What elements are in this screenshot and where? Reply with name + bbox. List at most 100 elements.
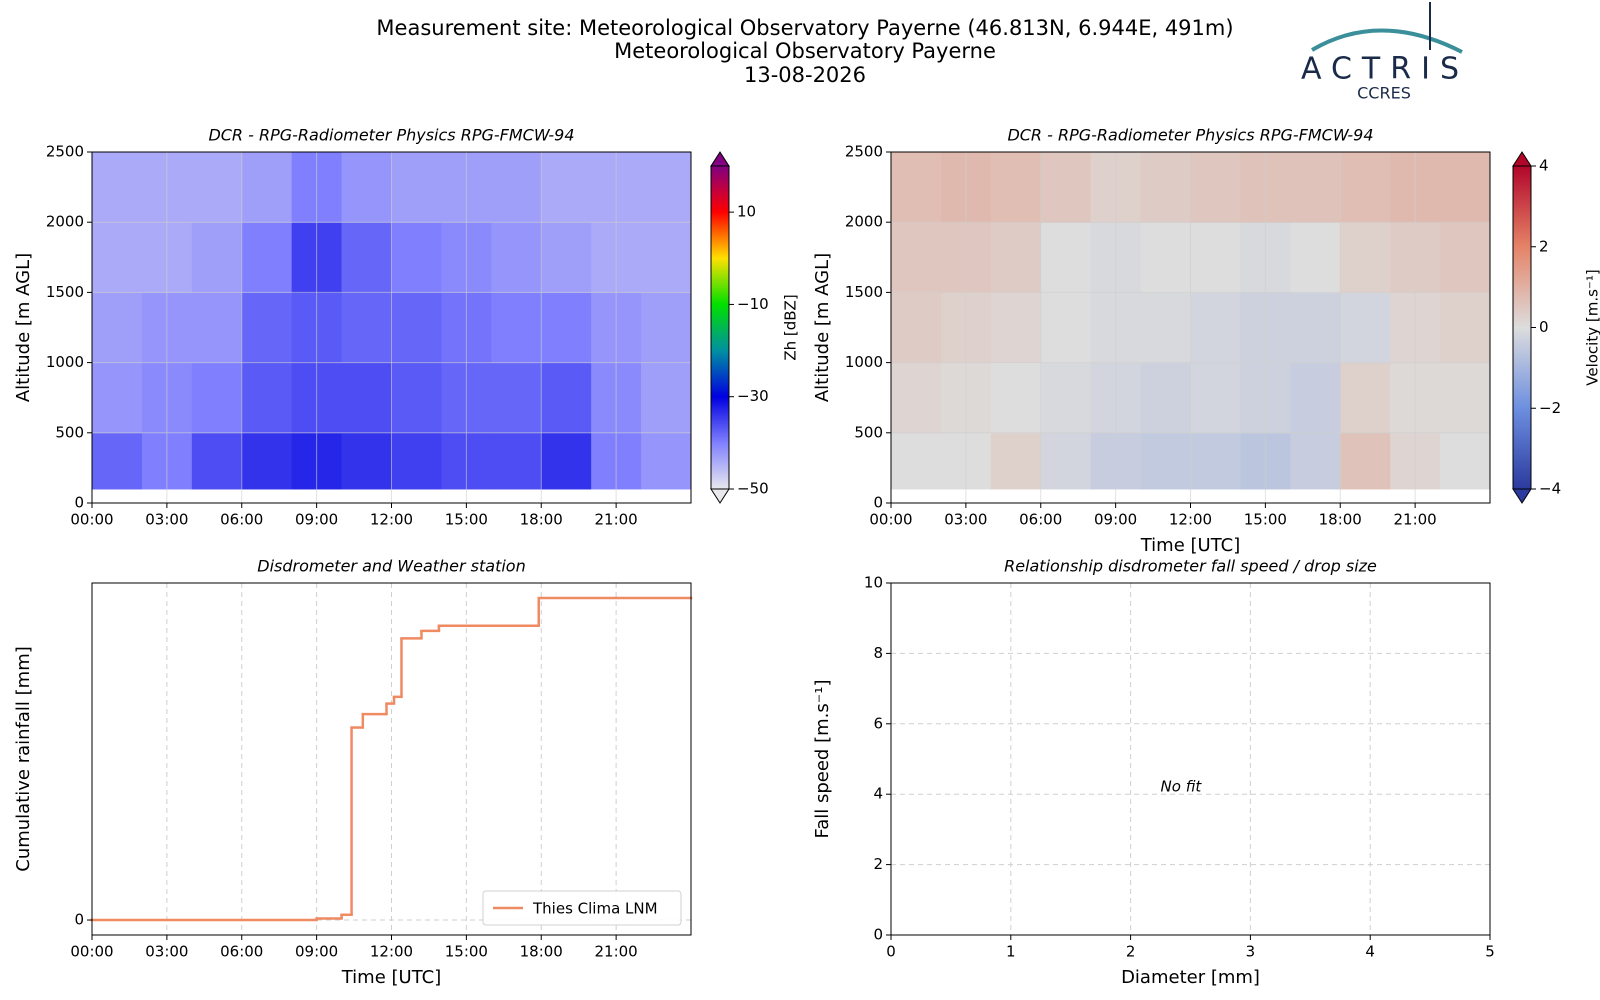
colorbar-tick-label: 2	[1539, 237, 1549, 255]
colorbar-tick-label: 4	[1539, 157, 1549, 175]
heatmap-cell	[491, 432, 542, 490]
heatmap-cell	[241, 152, 293, 223]
panel-title: Disdrometer and Weather station	[257, 557, 525, 576]
y-tick-label: 2500	[46, 143, 84, 161]
colorbar	[711, 166, 729, 489]
header-date: 13-08-2026	[744, 63, 866, 87]
heatmap-cell	[391, 362, 442, 434]
y-tick-label: 2500	[845, 143, 883, 161]
heatmap-cell	[891, 292, 942, 364]
heatmap-cell	[391, 292, 442, 364]
heatmap-cell	[990, 222, 1042, 293]
y-tick-label: 1000	[46, 353, 84, 371]
colorbar-tick-label: −2	[1539, 399, 1561, 417]
x-tick-label: 12:00	[370, 511, 413, 529]
heatmap-cell	[1040, 222, 1092, 293]
panel: 00:00 03:00 06:00 09:00 12:00 15:00 18:00 21:00…	[13, 126, 800, 529]
heatmap-cell	[191, 432, 243, 490]
heatmap-cell	[491, 152, 542, 223]
colorbar-extend	[710, 151, 730, 167]
heatmap-cell	[1290, 152, 1341, 223]
y-tick-label: 500	[854, 423, 883, 441]
heatmap-cell	[1440, 362, 1491, 434]
panel: Thies Clima LNM 00:00 03:00 06:00 09:00 12:00…	[13, 557, 693, 988]
heatmap-cell	[92, 292, 143, 364]
heatmap-cell	[1440, 292, 1491, 364]
heatmap-cell	[990, 292, 1042, 364]
heatmap-cell	[891, 432, 942, 490]
heatmap-cell	[891, 222, 942, 293]
x-tick-label: 18:00	[1319, 511, 1362, 529]
x-tick-label: 21:00	[595, 511, 638, 529]
heatmap-cell	[92, 222, 143, 293]
legend-box	[482, 890, 682, 926]
heatmap-cell	[1440, 152, 1491, 223]
y-tick-label: 6	[873, 714, 883, 732]
logo-name: ACTRIS	[1301, 52, 1469, 87]
y-tick-label: 500	[55, 423, 84, 441]
heatmap-cell	[1290, 432, 1341, 490]
heatmap-cell	[191, 222, 243, 293]
x-tick-label: 03:00	[145, 943, 188, 961]
heatmap-cell	[92, 152, 143, 223]
heatmap-cell	[1340, 292, 1391, 364]
x-tick-label: 09:00	[295, 511, 338, 529]
heatmap-cell	[1140, 432, 1191, 490]
heatmap-cell	[990, 152, 1042, 223]
y-tick-label: 0	[74, 911, 84, 929]
heatmap-cell	[641, 362, 692, 434]
heatmap-cell	[92, 362, 143, 434]
heatmap-cell	[1290, 362, 1341, 434]
heatmap-cell	[491, 222, 542, 293]
colorbar-label: Zh [dBZ]	[782, 294, 800, 360]
heatmap-cell	[241, 222, 293, 293]
colorbar-label: Velocity [m.s⁻¹]	[1584, 269, 1600, 385]
panel: 00:00 03:00 06:00 09:00 12:00 15:00 18:00 21:00…	[812, 126, 1600, 557]
panel-title: Relationship disdrometer fall speed / dr…	[1004, 557, 1377, 576]
heatmap-cell	[891, 152, 942, 223]
heatmap-cell	[1040, 432, 1092, 490]
heatmap-cell	[541, 292, 592, 364]
x-tick-label: 5	[1485, 943, 1495, 961]
heatmap-cell	[341, 152, 392, 223]
logo-subtitle: CCRES	[1357, 84, 1411, 103]
heatmap-cell	[241, 432, 293, 490]
heatmap-cell	[92, 432, 143, 490]
heatmap-cell	[541, 152, 592, 223]
y-axis-label: Altitude [m AGL]	[812, 253, 833, 402]
heatmap-cell	[1190, 222, 1241, 293]
heatmap-cell	[1340, 152, 1391, 223]
heatmap-cell	[641, 432, 692, 490]
heatmap-cell	[1190, 432, 1241, 490]
heatmap-cell	[341, 432, 392, 490]
x-tick-label: 18:00	[520, 943, 563, 961]
x-tick-label: 09:00	[295, 943, 338, 961]
heatmap-cell	[491, 292, 542, 364]
heatmap-cell	[1140, 292, 1191, 364]
heatmap-cell	[1290, 222, 1341, 293]
header-title: Measurement site: Meteorological Observa…	[376, 16, 1233, 40]
colorbar-extend	[1512, 488, 1532, 504]
heatmap-cell	[990, 362, 1042, 434]
heatmap-cell	[1040, 152, 1092, 223]
heatmap-cell	[1290, 292, 1341, 364]
y-tick-label: 0	[873, 926, 883, 944]
heatmap-cell	[641, 292, 692, 364]
colorbar-extend	[1512, 151, 1532, 167]
colorbar-tick-label: 0	[1539, 318, 1549, 336]
heatmap-cell	[1340, 222, 1391, 293]
colorbar	[1513, 166, 1531, 489]
y-axis-label: Cumulative rainfall [mm]	[13, 646, 34, 872]
heatmap-cell	[341, 292, 392, 364]
heatmap-cell	[891, 362, 942, 434]
heatmap-cell	[1190, 362, 1241, 434]
heatmap-cell	[191, 292, 243, 364]
y-tick-label: 1500	[845, 283, 883, 301]
x-tick-label: 15:00	[1244, 511, 1287, 529]
heatmap-cell	[191, 362, 243, 434]
legend: Thies Clima LNM	[482, 890, 682, 926]
heatmap-cell	[1140, 222, 1191, 293]
x-tick-label: 21:00	[1394, 511, 1437, 529]
x-tick-label: 06:00	[220, 511, 263, 529]
y-tick-label: 2	[873, 855, 883, 873]
